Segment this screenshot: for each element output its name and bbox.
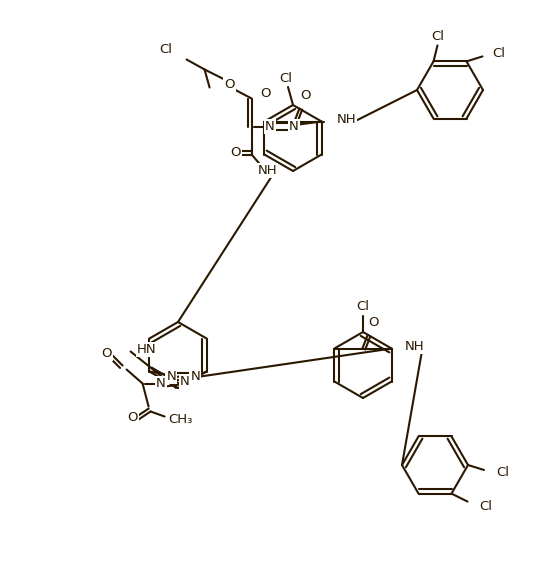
Text: N: N [180, 375, 190, 388]
Text: O: O [127, 411, 138, 424]
Text: N: N [156, 377, 166, 390]
Text: Cl: Cl [357, 300, 369, 314]
Text: O: O [102, 347, 112, 360]
Text: Cl: Cl [493, 47, 506, 60]
Text: Cl: Cl [431, 30, 444, 43]
Text: Cl: Cl [160, 43, 173, 56]
Text: O: O [368, 316, 378, 329]
Text: CH₃: CH₃ [168, 413, 193, 426]
Text: NH: NH [258, 164, 277, 177]
Text: Cl: Cl [496, 466, 509, 479]
Text: Cl: Cl [280, 71, 293, 84]
Text: O: O [230, 146, 241, 159]
Text: Cl: Cl [479, 500, 493, 513]
Text: N: N [167, 370, 176, 383]
Text: O: O [260, 87, 271, 100]
Text: N: N [264, 120, 274, 133]
Text: N: N [191, 370, 200, 383]
Text: O: O [224, 78, 235, 91]
Text: NH: NH [405, 340, 424, 353]
Text: N: N [289, 120, 299, 133]
Text: O: O [300, 89, 311, 102]
Text: NH: NH [337, 113, 356, 126]
Text: HN: HN [137, 343, 156, 356]
